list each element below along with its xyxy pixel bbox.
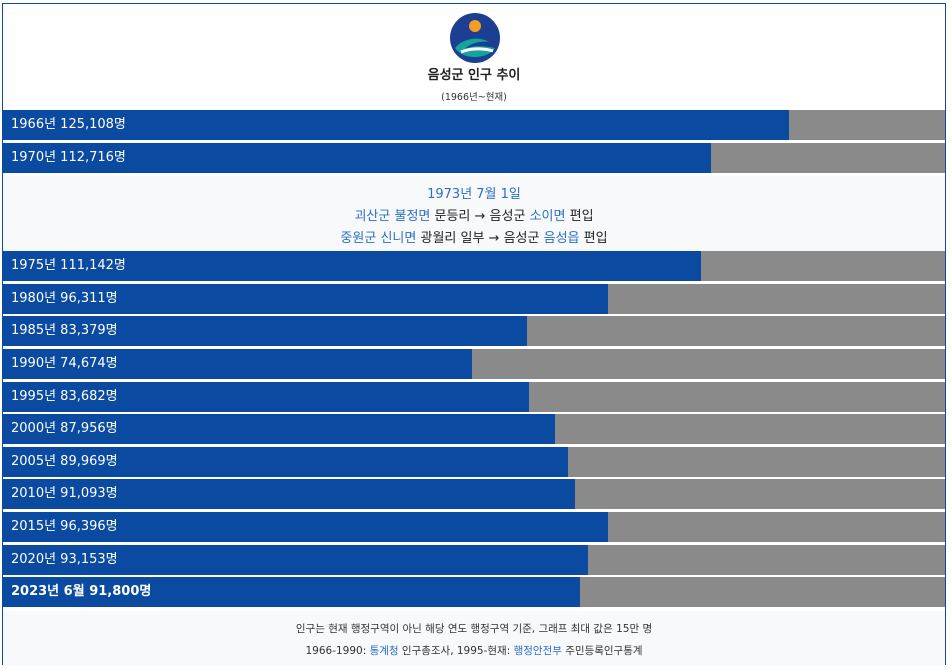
population-bar — [3, 446, 568, 477]
population-bar — [3, 381, 529, 412]
goesan-link[interactable]: 괴산군 — [354, 209, 391, 225]
bar-row: 1975년 111,142명 — [3, 251, 945, 282]
bar-row: 2020년 93,153명 — [3, 544, 945, 575]
note-line-2-middle: 문등리 → 음성군 — [434, 209, 526, 225]
note-line-3-end: 편입 — [583, 231, 608, 247]
bar-row: 1966년 125,108명 — [3, 110, 945, 140]
bar-label: 1985년 83,379명 — [11, 323, 118, 339]
bar-row: 2015년 96,396명 — [3, 512, 945, 542]
chart-subtitle: (1966년~현재) — [441, 92, 507, 103]
jungwon-link[interactable]: 중원군 — [340, 231, 377, 247]
population-bar — [3, 110, 789, 140]
chart-title: 음성군 인구 추이 — [427, 68, 521, 83]
population-bar — [3, 479, 576, 510]
population-bar — [3, 316, 527, 347]
footer-source-suffix: 주민등록인구통계 — [561, 644, 643, 657]
bar-row: 1980년 96,311명 — [3, 283, 945, 314]
population-bar — [3, 512, 609, 542]
note-line-3: 중원군 신니면 광월리 일부 → 음성군 음성읍 편입 — [3, 227, 945, 246]
footer-note: 인구는 현재 행정구역이 아닌 해당 연도 행정구역 기준, 그래프 최대 값은… — [295, 622, 653, 635]
eumseong-emblem-icon — [450, 13, 500, 63]
footer-source-mid: 인구총조사, 1995-현재: — [398, 644, 514, 657]
bar-row: 2000년 87,956명 — [3, 414, 945, 445]
note-date-line: 1973년 7월 1일 — [3, 183, 945, 202]
population-bar — [3, 577, 580, 608]
bar-row: 2005년 89,969명 — [3, 446, 945, 477]
bar-label: 1995년 83,682명 — [11, 388, 118, 404]
eumseong-eup-link[interactable]: 음성읍 — [543, 231, 580, 247]
population-bar — [3, 251, 701, 282]
chart-header: 음성군 인구 추이 (1966년~현재) — [3, 4, 945, 110]
note-date-link[interactable]: 1973년 7월 1일 — [427, 187, 521, 203]
note-line-2: 괴산군 불정면 문등리 → 음성군 소이면 편입 — [3, 205, 945, 224]
bar-label: 2000년 87,956명 — [11, 421, 118, 437]
buljeong-link[interactable]: 불정면 — [394, 209, 431, 225]
statistics-korea-link[interactable]: 통계청 — [369, 644, 399, 657]
bar-label: 1980년 96,311명 — [11, 290, 118, 306]
population-bar — [3, 283, 608, 314]
bar-label: 1975년 111,142명 — [11, 258, 126, 274]
note-line-3-middle: 광월리 일부 → 음성군 — [420, 231, 540, 247]
bar-label: 2015년 96,396명 — [11, 519, 118, 534]
merger-note: 1973년 7월 1일 괴산군 불정면 문등리 → 음성군 소이면 편입 중원군… — [3, 176, 945, 252]
bar-row: 1995년 83,682명 — [3, 381, 945, 412]
chart-footer: 인구는 현재 행정구역이 아닌 해당 연도 행정구역 기준, 그래프 최대 값은… — [3, 610, 945, 666]
bar-label: 2020년 93,153명 — [11, 551, 118, 567]
population-bar — [3, 349, 472, 379]
bar-label: 2023년 6월 91,800명 — [11, 584, 152, 600]
bar-label: 1990년 74,674명 — [11, 356, 118, 371]
sinni-link[interactable]: 신니면 — [380, 231, 417, 247]
population-chart-frame: 음성군 인구 추이 (1966년~현재) 1966년 125,108명 1970년… — [2, 3, 946, 666]
bar-label: 2010년 91,093명 — [11, 486, 118, 502]
soi-link[interactable]: 소이면 — [529, 209, 566, 225]
population-bar — [3, 544, 588, 575]
population-bar — [3, 414, 556, 445]
bar-row: 1970년 112,716명 — [3, 142, 945, 173]
footer-source-prefix: 1966-1990: — [305, 644, 370, 657]
bar-label: 1970년 112,716명 — [11, 149, 126, 165]
note-line-2-end: 편입 — [569, 209, 594, 225]
bar-row: 2010년 91,093명 — [3, 479, 945, 510]
footer-sources: 1966-1990: 통계청 인구총조사, 1995-현재: 행정안전부 주민등… — [3, 643, 945, 658]
bar-row: 2023년 6월 91,800명 — [3, 577, 945, 608]
bar-label: 2005년 89,969명 — [11, 453, 118, 469]
bar-label: 1966년 125,108명 — [11, 117, 126, 132]
bar-row: 1990년 74,674명 — [3, 349, 945, 379]
bar-row: 1985년 83,379명 — [3, 316, 945, 347]
population-bar — [3, 142, 711, 173]
ministry-interior-link[interactable]: 행정안전부 — [513, 644, 562, 657]
